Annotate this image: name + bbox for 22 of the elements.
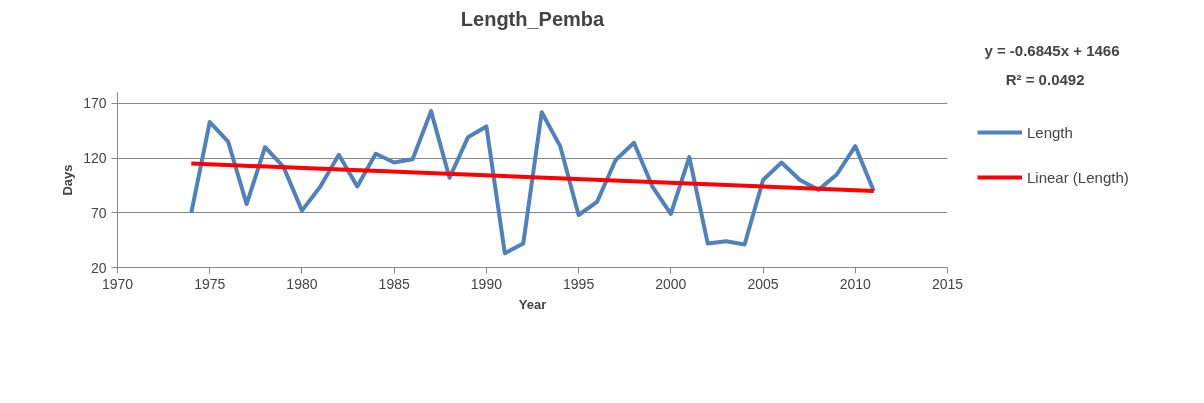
x-tick-label: 1970 [101,275,134,292]
x-tick-label: 1985 [378,275,410,292]
y-tick-label: 20 [90,259,107,276]
x-tick-label: 2010 [839,275,872,292]
y-tick-label: 120 [83,150,107,167]
x-axis-title: Year [518,296,547,312]
y-tick-label: 170 [83,95,107,112]
x-tick-label: 2015 [931,275,964,292]
x-tick-label: 1980 [286,275,318,292]
x-tick-label: 1975 [194,275,226,292]
chart-title: Length_Pemba [460,7,606,30]
text: y = -0.6845x + 1466 [984,41,1120,59]
text: R² = 0.0492 [1005,70,1085,88]
legend-label: Linear (Length) [1027,168,1129,186]
line-series [189,109,876,256]
legend-label: Length [1027,123,1073,141]
x-tick-label: 2000 [655,275,687,292]
x-tick-label: 1995 [563,275,595,292]
y-tick-label: 70 [90,204,107,221]
x-tick-label: 1990 [470,275,503,292]
y-axis-title: Days [60,164,76,196]
x-tick-label: 2005 [747,275,779,292]
